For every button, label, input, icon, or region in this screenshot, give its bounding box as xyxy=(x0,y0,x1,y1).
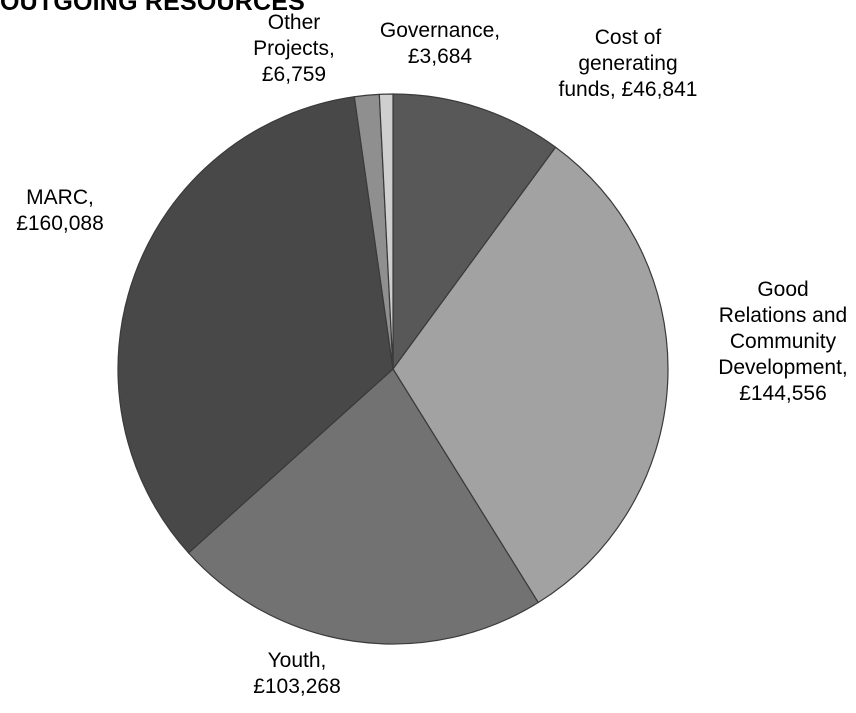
pie-slices xyxy=(117,93,669,645)
data-label-line: £6,759 xyxy=(262,63,326,86)
data-label-line: Cost of xyxy=(595,26,662,49)
slice-labels: Cost of generating funds, £46,841 Good Relat… xyxy=(16,11,848,698)
pie-slice-cost-of-generating-funds xyxy=(392,93,557,370)
chart-title: OUTGOING RESOURCES xyxy=(0,0,306,16)
data-label-cost-of-generating-funds: Cost of generating funds, £46,841 xyxy=(559,26,698,101)
data-label-line: Projects, xyxy=(253,37,335,60)
data-label-good-relations-and-community-development: Good Relations and Community Development, £1… xyxy=(718,278,848,405)
data-label-marc: MARC, £160,088 xyxy=(16,186,104,235)
data-label-line: Relations and xyxy=(719,304,847,327)
data-label-line: £3,684 xyxy=(408,45,473,68)
data-label-line: generating xyxy=(578,52,677,75)
data-label-line: MARC, xyxy=(26,186,94,209)
data-label-governance: Governance, £3,684 xyxy=(380,19,500,68)
data-label-line: Good xyxy=(757,278,808,301)
data-label-line: Community xyxy=(730,330,837,353)
data-label-line: £103,268 xyxy=(253,675,341,698)
data-label-line: funds, £46,841 xyxy=(559,78,698,101)
data-label-line: £160,088 xyxy=(16,212,104,235)
pie-slice-marc xyxy=(117,96,394,554)
data-label-line: Development, xyxy=(718,356,848,379)
pie-slice-good-relations-and-community-development xyxy=(392,146,669,604)
pie-slice-youth xyxy=(187,368,539,645)
data-label-line: Other xyxy=(268,11,321,34)
data-label-line: Youth, xyxy=(268,649,327,672)
data-label-other-projects: Other Projects, £6,759 xyxy=(253,11,335,86)
data-label-line: Governance, xyxy=(380,19,500,42)
pie-slice-governance xyxy=(378,93,394,370)
data-label-youth: Youth, £103,268 xyxy=(253,649,341,698)
data-label-line: £144,556 xyxy=(739,382,827,405)
